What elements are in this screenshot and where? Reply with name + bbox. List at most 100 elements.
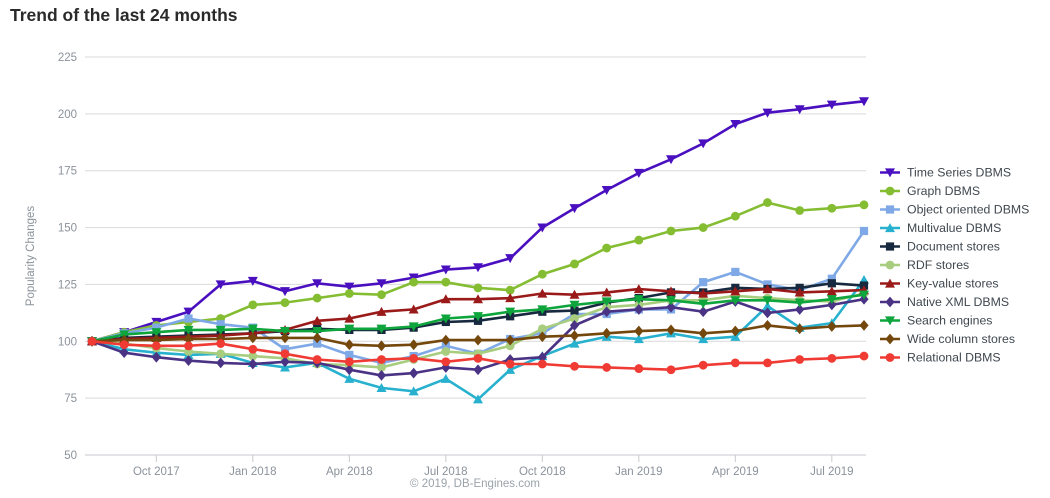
legend-item-wide-column-stores[interactable]: Wide column stores [880, 332, 1015, 346]
diamond-marker [505, 334, 515, 346]
triangle-down-marker [698, 139, 709, 149]
triangle-down-marker [859, 290, 869, 300]
circle-marker [344, 289, 354, 298]
triangle-down-marker [280, 287, 290, 297]
circle-marker [409, 277, 419, 287]
legend-label: Graph DBMS [907, 184, 980, 198]
triangle-down-marker [794, 105, 805, 115]
triangle-down-marker [505, 254, 516, 264]
legend-label: Time Series DBMS [907, 166, 1011, 180]
triangle-down-marker [344, 324, 355, 334]
legend-item-graph-dbms[interactable]: Graph DBMS [880, 184, 980, 198]
diamond-marker [376, 340, 387, 352]
triangle-down-marker [247, 324, 258, 334]
circle-marker [473, 353, 483, 363]
triangle-up-marker [440, 373, 451, 383]
circle-marker [377, 290, 386, 300]
legend-item-document-stores[interactable]: Document stores [880, 240, 1000, 254]
triangle-up-marker [505, 293, 516, 303]
triangle-down-marker [730, 119, 741, 129]
triangle-down-marker [537, 305, 548, 315]
circle-marker [505, 341, 515, 351]
diamond-marker [537, 351, 547, 363]
diamond-marker [183, 333, 194, 345]
series-relational-dbms [87, 336, 869, 375]
x-tick-label: Jul 2018 [424, 466, 467, 478]
diamond-marker [762, 307, 773, 319]
triangle-down-marker [312, 326, 323, 336]
circle-marker [441, 347, 451, 356]
circle-marker [666, 226, 676, 236]
triangle-down-marker [601, 297, 612, 307]
triangle-down-marker [859, 97, 869, 107]
legend-item-search-engines[interactable]: Search engines [880, 314, 992, 328]
legend-item-multivalue-dbms[interactable]: Multivalue DBMS [880, 221, 1001, 235]
legend-item-key-value-stores[interactable]: Key-value stores [880, 277, 999, 291]
triangle-down-marker [666, 296, 676, 306]
circle-marker [698, 223, 708, 232]
circle-marker [827, 353, 837, 363]
triangle-up-marker [826, 286, 837, 296]
diamond-marker [602, 327, 612, 339]
legend-label: Native XML DBMS [907, 295, 1009, 309]
circle-marker [885, 260, 895, 270]
circle-marker [537, 324, 547, 334]
triangle-up-marker [569, 289, 580, 299]
triangle-down-marker [666, 155, 676, 165]
diamond-marker [441, 362, 451, 373]
circle-marker [570, 259, 579, 269]
circle-marker [885, 186, 895, 196]
circle-marker [795, 206, 805, 215]
diamond-marker [344, 364, 354, 376]
series-time-series-dbms [87, 97, 869, 347]
x-tick-label: Oct 2018 [519, 466, 566, 478]
triangle-up-marker [730, 286, 741, 296]
diamond-marker [537, 331, 547, 343]
triangle-down-marker [473, 312, 483, 322]
legend-item-object-oriented-dbms[interactable]: Object oriented DBMS [880, 203, 1029, 217]
triangle-up-marker [473, 294, 483, 304]
x-tick-label: Apr 2019 [712, 466, 759, 478]
legend-item-relational-dbms[interactable]: Relational DBMS [880, 351, 1001, 365]
circle-marker [602, 363, 612, 372]
triangle-down-marker [183, 325, 194, 335]
triangle-down-marker [569, 204, 580, 214]
diamond-marker [885, 296, 895, 308]
diamond-marker [248, 358, 258, 370]
y-tick-label: 125 [58, 279, 77, 291]
triangle-down-marker [537, 223, 548, 233]
square-marker [152, 323, 161, 332]
square-marker [184, 314, 193, 323]
legend-label: Relational DBMS [907, 351, 1001, 365]
triangle-up-marker [312, 315, 323, 325]
triangle-up-marker [762, 284, 773, 294]
triangle-down-marker [473, 263, 483, 273]
diamond-marker [248, 332, 258, 344]
legend-label: Object oriented DBMS [907, 203, 1029, 217]
legend-label: Multivalue DBMS [907, 221, 1001, 235]
diamond-marker [698, 327, 708, 339]
x-tick-label: Apr 2018 [326, 466, 373, 478]
circle-marker [763, 358, 772, 368]
circle-marker [763, 198, 772, 207]
diamond-marker [409, 367, 419, 379]
legend-item-native-xml-dbms[interactable]: Native XML DBMS [880, 295, 1009, 309]
circle-marker [184, 341, 193, 351]
y-tick-label: 100 [58, 336, 77, 348]
triangle-down-marker [376, 279, 387, 289]
diamond-marker [344, 339, 354, 351]
circle-marker [859, 351, 869, 361]
triangle-down-marker [440, 265, 451, 275]
diamond-marker [698, 306, 708, 318]
copyright-text: © 2019, DB-Engines.com [410, 478, 540, 490]
diamond-marker [634, 304, 644, 315]
legend-item-time-series-dbms[interactable]: Time Series DBMS [880, 166, 1011, 180]
square-marker [885, 242, 895, 251]
triangle-down-marker [440, 314, 451, 324]
circle-marker [537, 269, 547, 279]
triangle-down-marker [569, 300, 580, 310]
square-marker [570, 306, 579, 315]
triangle-up-marker [698, 288, 709, 298]
legend-item-rdf-stores[interactable]: RDF stores [880, 258, 969, 272]
